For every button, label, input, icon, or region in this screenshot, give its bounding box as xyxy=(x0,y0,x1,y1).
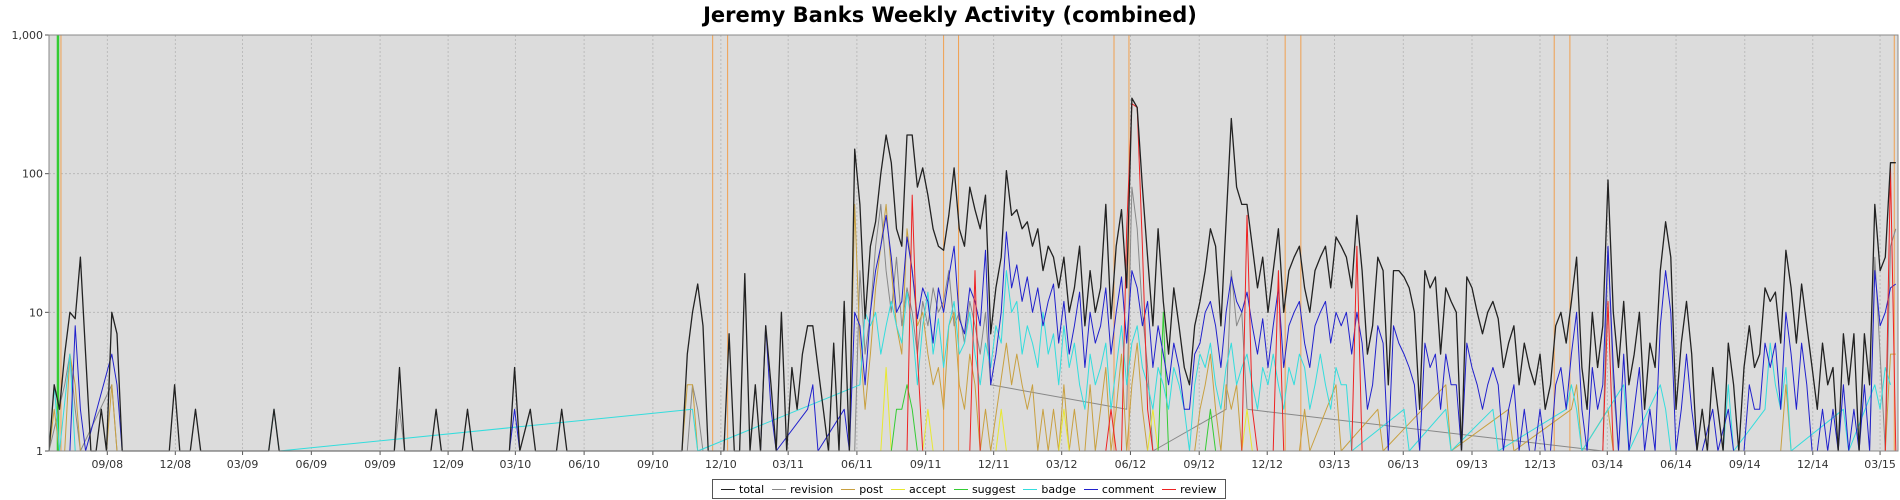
legend-label: accept xyxy=(909,482,946,496)
legend-swatch xyxy=(721,488,735,490)
legend-swatch xyxy=(1023,488,1038,490)
x-tick-label: 12/10 xyxy=(705,458,737,471)
x-tick-label: 12/08 xyxy=(159,458,191,471)
plot-area xyxy=(49,35,1898,451)
legend-swatch xyxy=(1083,488,1098,490)
series-line-comment xyxy=(69,214,1897,452)
series-line-revision xyxy=(48,186,1897,452)
x-tick-label: 06/10 xyxy=(568,458,600,471)
y-tick-label: 1 xyxy=(36,445,43,458)
x-tick-label: 06/14 xyxy=(1660,458,1692,471)
x-tick-label: 06/09 xyxy=(295,458,327,471)
x-tick-label: 03/15 xyxy=(1864,458,1896,471)
x-tick-label: 09/11 xyxy=(910,458,942,471)
legend-swatch xyxy=(772,488,787,490)
legend-swatch xyxy=(953,488,968,490)
y-tick-label: 1,000 xyxy=(12,29,44,42)
legend-item-total: total xyxy=(721,483,764,496)
legend-swatch xyxy=(1162,488,1177,490)
legend-item-revision: revision xyxy=(772,483,833,496)
x-tick-label: 12/09 xyxy=(432,458,464,471)
legend-label: badge xyxy=(1041,482,1076,496)
x-tick-label: 12/14 xyxy=(1797,458,1829,471)
legend-item-review: review xyxy=(1162,482,1217,496)
series-line-total xyxy=(48,97,1896,452)
legend-item-post: post xyxy=(841,483,883,496)
legend-swatch xyxy=(841,488,856,490)
legend-label: review xyxy=(1180,482,1217,496)
x-tick-label: 03/10 xyxy=(500,458,532,471)
x-tick-label: 09/14 xyxy=(1729,458,1761,471)
x-tick-label: 03/14 xyxy=(1591,458,1623,471)
x-tick-label: 12/11 xyxy=(978,458,1010,471)
series-line-badge xyxy=(48,270,1891,452)
x-tick-label: 06/13 xyxy=(1387,458,1419,471)
plot-border xyxy=(48,34,1899,452)
legend-item-suggest: suggest xyxy=(953,482,1016,496)
legend-item-badge: badge xyxy=(1023,482,1076,496)
x-tick-label: 09/12 xyxy=(1183,458,1215,471)
x-tick-label: 03/11 xyxy=(772,458,804,471)
x-tick-label: 03/12 xyxy=(1046,458,1078,471)
y-tick-label: 10 xyxy=(29,306,43,319)
x-tick-label: 03/09 xyxy=(227,458,259,471)
y-tick-label: 100 xyxy=(22,168,43,181)
legend-label: post xyxy=(859,482,884,496)
legend-label: comment xyxy=(1101,482,1155,496)
legend-label: revision xyxy=(790,482,834,496)
chart-title: Jeremy Banks Weekly Activity (combined) xyxy=(703,3,1197,27)
x-tick-label: 09/13 xyxy=(1456,458,1488,471)
x-tick-label: 09/10 xyxy=(637,458,669,471)
x-tick-label: 06/12 xyxy=(1115,458,1147,471)
legend-label: total xyxy=(739,482,765,496)
legend-item-accept: accept xyxy=(891,483,946,496)
x-tick-label: 03/13 xyxy=(1319,458,1351,471)
x-tick-label: 12/13 xyxy=(1524,458,1556,471)
x-tick-label: 09/08 xyxy=(91,458,123,471)
x-tick-label: 09/09 xyxy=(364,458,396,471)
x-tick-label: 12/12 xyxy=(1251,458,1283,471)
legend-label: suggest xyxy=(971,482,1016,496)
x-tick-label: 06/11 xyxy=(841,458,873,471)
chart-legend: total revision post accept suggest badge comme… xyxy=(712,479,1226,499)
legend-item-comment: comment xyxy=(1083,482,1155,496)
legend-swatch xyxy=(891,488,906,490)
